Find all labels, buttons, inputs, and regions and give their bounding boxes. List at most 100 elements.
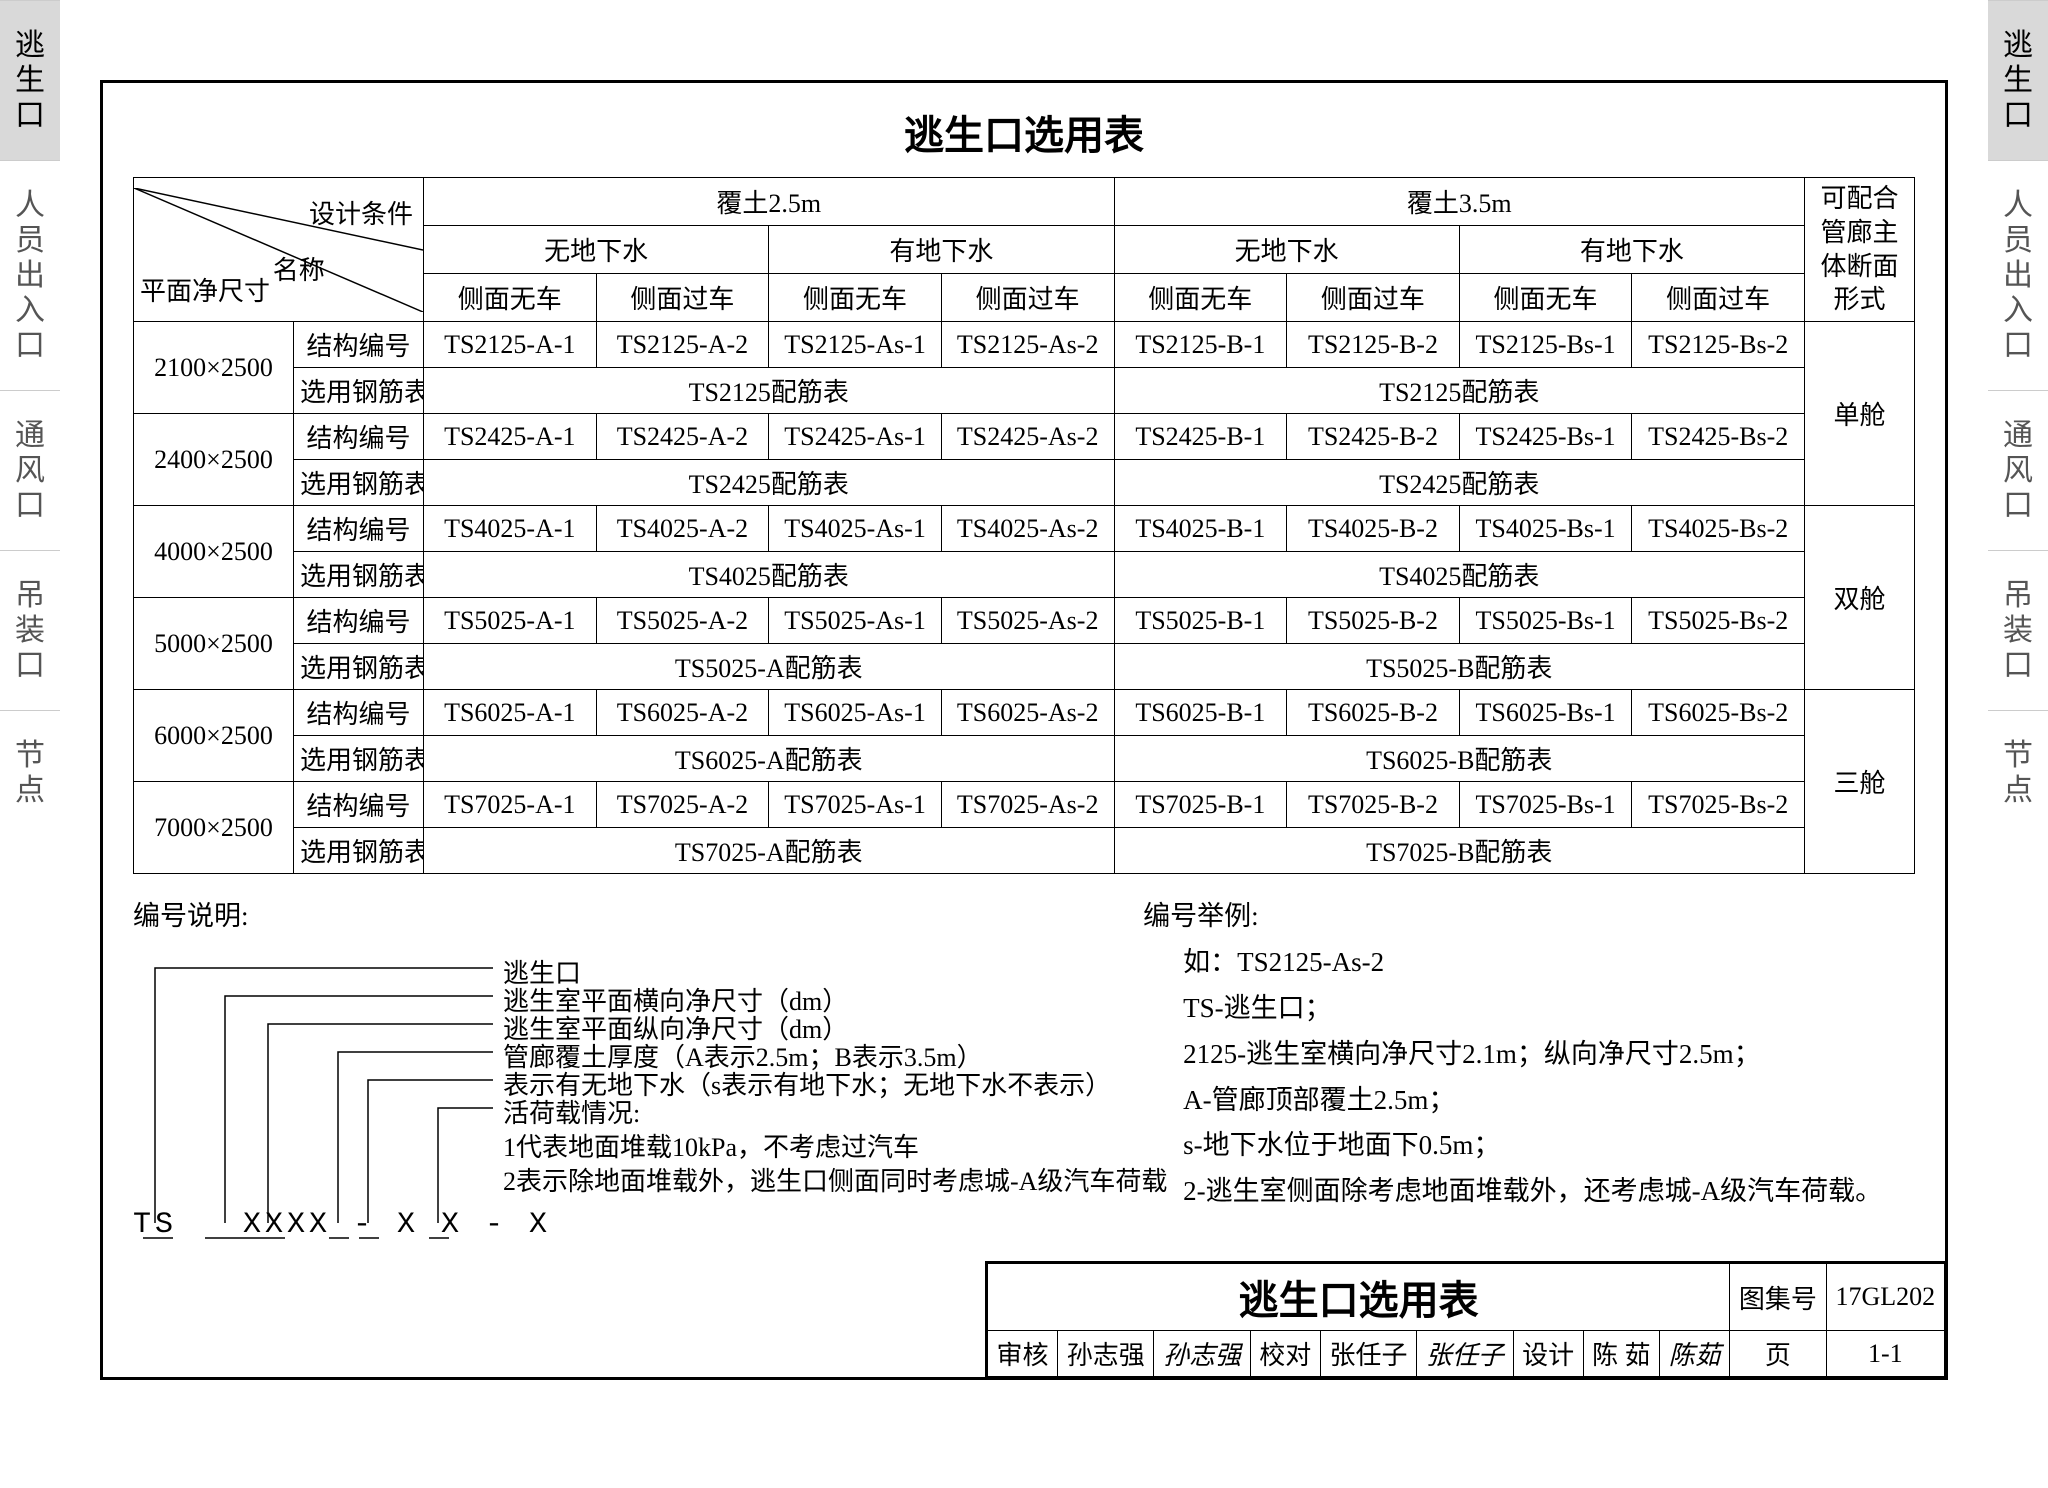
code-cell: TS7025-B-2 bbox=[1287, 782, 1460, 828]
rebar-cell: TS2425配筋表 bbox=[424, 460, 1115, 506]
tb-check-name: 张任子 bbox=[1320, 1331, 1416, 1377]
diag-mid: 名称 bbox=[273, 250, 325, 287]
hdr-veh: 侧面过车 bbox=[941, 274, 1114, 322]
code-cell: TS6025-A-1 bbox=[424, 690, 597, 736]
side-tab[interactable]: 逃生口 bbox=[1988, 0, 2048, 160]
hdr-soil35: 覆土3.5m bbox=[1114, 178, 1805, 226]
size-cell: 2400×2500 bbox=[134, 414, 294, 506]
rebar-label: 选用钢筋表 bbox=[294, 552, 424, 598]
struct-no-label: 结构编号 bbox=[294, 322, 424, 368]
code-lbl-7: 2表示除地面堆载外，逃生口侧面同时考虑城-A级汽车荷载 bbox=[503, 1162, 1167, 1202]
tb-review-label: 审核 bbox=[988, 1331, 1058, 1377]
tb-page-no: 1-1 bbox=[1826, 1331, 1944, 1377]
rebar-label: 选用钢筋表 bbox=[294, 368, 424, 414]
tb-check-label: 校对 bbox=[1250, 1331, 1320, 1377]
side-tab[interactable]: 逃生口 bbox=[0, 0, 60, 160]
code-cell: TS2425-Bs-2 bbox=[1632, 414, 1805, 460]
rebar-label: 选用钢筋表 bbox=[294, 644, 424, 690]
struct-no-label: 结构编号 bbox=[294, 782, 424, 828]
tb-design-name: 陈 茹 bbox=[1583, 1331, 1660, 1377]
example-line: 2125-逃生室横向净尺寸2.1m；纵向净尺寸2.5m； bbox=[1183, 1034, 1915, 1076]
tb-review-name: 孙志强 bbox=[1058, 1331, 1154, 1377]
code-cell: TS5025-B-1 bbox=[1114, 598, 1287, 644]
rebar-label: 选用钢筋表 bbox=[294, 736, 424, 782]
code-cell: TS7025-Bs-2 bbox=[1632, 782, 1805, 828]
side-tab[interactable]: 吊装口 bbox=[1988, 550, 2048, 710]
code-cell: TS4025-Bs-2 bbox=[1632, 506, 1805, 552]
hdr-noveh: 侧面无车 bbox=[1459, 274, 1632, 322]
code-cell: TS7025-A-2 bbox=[596, 782, 769, 828]
tb-atlas-label: 图集号 bbox=[1730, 1264, 1826, 1331]
rebar-cell: TS5025-A配筋表 bbox=[424, 644, 1115, 690]
hdr-noveh: 侧面无车 bbox=[1114, 274, 1287, 322]
example-line: 如：TS2125-As-2 bbox=[1183, 942, 1915, 984]
side-tab[interactable]: 人员出入口 bbox=[1988, 160, 2048, 390]
code-cell: TS2425-As-1 bbox=[769, 414, 942, 460]
side-tab[interactable]: 通风口 bbox=[0, 390, 60, 550]
hdr-nogw-2: 无地下水 bbox=[1114, 226, 1459, 274]
cabin-cell: 单舱 bbox=[1805, 322, 1915, 506]
tb-page-label: 页 bbox=[1730, 1331, 1826, 1377]
code-cell: TS2125-Bs-2 bbox=[1632, 322, 1805, 368]
code-cell: TS4025-As-1 bbox=[769, 506, 942, 552]
tb-check-sig: 张任子 bbox=[1417, 1331, 1513, 1377]
code-cell: TS4025-As-2 bbox=[941, 506, 1114, 552]
explain-left: 编号说明: bbox=[133, 896, 1113, 1248]
title-block: 逃生口选用表图集号17GL202审核孙志强孙志强校对张任子张任子设计陈 茹陈茹页… bbox=[985, 1261, 1945, 1377]
hdr-veh: 侧面过车 bbox=[1287, 274, 1460, 322]
tb-review-sig: 孙志强 bbox=[1154, 1331, 1250, 1377]
code-cell: TS7025-A-1 bbox=[424, 782, 597, 828]
rebar-cell: TS6025-B配筋表 bbox=[1114, 736, 1805, 782]
struct-no-label: 结构编号 bbox=[294, 598, 424, 644]
code-cell: TS6025-B-1 bbox=[1114, 690, 1287, 736]
rebar-cell: TS7025-B配筋表 bbox=[1114, 828, 1805, 874]
hdr-gw-2: 有地下水 bbox=[1459, 226, 1804, 274]
side-tabs-left: 逃生口人员出入口通风口吊装口节点 bbox=[0, 0, 60, 1488]
code-cell: TS7025-As-2 bbox=[941, 782, 1114, 828]
example-line: A-管廊顶部覆土2.5m； bbox=[1183, 1080, 1915, 1122]
hdr-match: 可配合管廊主体断面形式 bbox=[1805, 178, 1915, 322]
code-cell: TS6025-A-2 bbox=[596, 690, 769, 736]
size-cell: 5000×2500 bbox=[134, 598, 294, 690]
code-cell: TS2125-As-2 bbox=[941, 322, 1114, 368]
code-cell: TS5025-As-2 bbox=[941, 598, 1114, 644]
side-tab[interactable]: 节点 bbox=[0, 710, 60, 835]
side-tab[interactable]: 人员出入口 bbox=[0, 160, 60, 390]
size-cell: 4000×2500 bbox=[134, 506, 294, 598]
code-cell: TS2425-B-2 bbox=[1287, 414, 1460, 460]
code-cell: TS6025-B-2 bbox=[1287, 690, 1460, 736]
struct-no-label: 结构编号 bbox=[294, 506, 424, 552]
explanation: 编号说明: bbox=[133, 896, 1915, 1248]
code-cell: TS5025-B-2 bbox=[1287, 598, 1460, 644]
rebar-cell: TS2125配筋表 bbox=[1114, 368, 1805, 414]
hdr-noveh: 侧面无车 bbox=[769, 274, 942, 322]
side-tab[interactable]: 节点 bbox=[1988, 710, 2048, 835]
table-body: 2100×2500结构编号TS2125-A-1TS2125-A-2TS2125-… bbox=[134, 322, 1915, 874]
side-tab[interactable]: 通风口 bbox=[1988, 390, 2048, 550]
explain-right-heading: 编号举例: bbox=[1143, 896, 1915, 938]
code-cell: TS2125-B-1 bbox=[1114, 322, 1287, 368]
code-cell: TS2125-A-2 bbox=[596, 322, 769, 368]
size-cell: 6000×2500 bbox=[134, 690, 294, 782]
rebar-cell: TS2425配筋表 bbox=[1114, 460, 1805, 506]
rebar-cell: TS2125配筋表 bbox=[424, 368, 1115, 414]
page: 逃生口人员出入口通风口吊装口节点 逃生口人员出入口通风口吊装口节点 逃生口选用表 bbox=[0, 0, 2048, 1488]
diag-header: 设计条件 名称 平面净尺寸 bbox=[134, 178, 424, 322]
rebar-label: 选用钢筋表 bbox=[294, 460, 424, 506]
code-cell: TS6025-As-1 bbox=[769, 690, 942, 736]
side-tab[interactable]: 吊装口 bbox=[0, 550, 60, 710]
code-cell: TS7025-B-1 bbox=[1114, 782, 1287, 828]
code-cell: TS4025-A-1 bbox=[424, 506, 597, 552]
drawing-sheet: 逃生口选用表 设计条件 名称 bbox=[100, 80, 1948, 1380]
code-cell: TS2125-Bs-1 bbox=[1459, 322, 1632, 368]
code-cell: TS2425-As-2 bbox=[941, 414, 1114, 460]
tb-design-label: 设计 bbox=[1513, 1331, 1583, 1377]
code-cell: TS4025-B-2 bbox=[1287, 506, 1460, 552]
rebar-cell: TS6025-A配筋表 bbox=[424, 736, 1115, 782]
code-diagram: 逃生口 逃生室平面横向净尺寸（dm） 逃生室平面纵向净尺寸（dm） 管廊覆土厚度… bbox=[133, 948, 913, 1248]
struct-no-label: 结构编号 bbox=[294, 414, 424, 460]
hdr-veh: 侧面过车 bbox=[596, 274, 769, 322]
hdr-nogw-1: 无地下水 bbox=[424, 226, 769, 274]
explain-left-heading: 编号说明: bbox=[133, 896, 1113, 938]
diag-top: 设计条件 bbox=[309, 194, 413, 231]
